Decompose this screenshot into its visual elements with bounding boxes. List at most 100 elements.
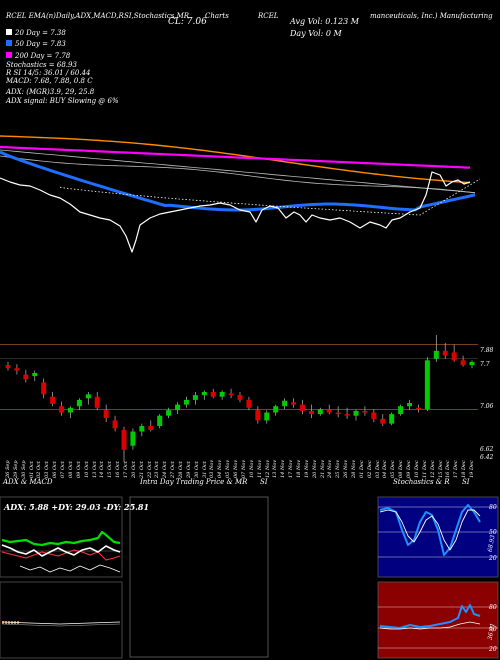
ema100-line <box>0 135 471 184</box>
date-tick-label: 12 Nov <box>264 459 271 478</box>
candle-body-7 <box>67 407 73 413</box>
intraday-panel <box>129 496 269 658</box>
date-tick-label: 17 Oct <box>122 461 129 478</box>
ema200-line <box>0 145 471 169</box>
candle-body-2 <box>23 374 29 380</box>
date-tick-label: 19 Nov <box>303 459 310 478</box>
date-tick-label: 03 Oct <box>44 461 51 478</box>
date-tick-label: 29 Oct <box>185 461 192 478</box>
date-tick-label: 03 Dec <box>374 460 381 478</box>
date-tick-label: 09 Dec <box>406 460 413 478</box>
candle-body-25 <box>228 393 234 396</box>
date-tick-label: 21 Oct <box>138 461 145 478</box>
avg-volume-label: Avg Vol: 0.123 M <box>290 17 359 26</box>
candle-body-14 <box>130 431 136 446</box>
date-tick-label: 08 Oct <box>67 461 74 478</box>
date-tick-label: 15 Oct <box>107 461 114 478</box>
date-tick-label: 27 Oct <box>170 461 177 478</box>
chart-title-mid2: Charts <box>205 12 229 20</box>
date-tick-label: 23 Oct <box>154 461 161 478</box>
adx-panel-title: ADX & MACD <box>3 478 53 486</box>
date-tick-label: 22 Oct <box>146 461 153 478</box>
candle-body-26 <box>237 395 243 400</box>
date-tick-label: 31 Oct <box>201 461 208 478</box>
chart-title-mid: SI,Stochastics,MR <box>124 12 190 20</box>
date-tick-label: 16 Oct <box>115 461 122 478</box>
date-tick-label: 18 Nov <box>295 459 302 478</box>
candle-body-40 <box>362 410 368 413</box>
stoch-axis-20: 20 <box>489 555 497 562</box>
candle-body-49 <box>442 350 448 356</box>
candle-body-24 <box>219 391 225 397</box>
candle-body-9 <box>85 394 91 399</box>
close-price-label: CL: 7.06 <box>168 17 207 27</box>
adx-label: ADX: (MGR)3.9, 29, 25.8 <box>6 88 95 96</box>
candle-body-13 <box>121 429 127 450</box>
intraday-panel-title: Intra Day Trading Price & MR <box>140 478 248 486</box>
date-tick-label: 05 Dec <box>390 460 397 478</box>
candle-body-44 <box>398 406 404 415</box>
rsi-panel <box>377 581 499 659</box>
adx-minus-di-line <box>1 549 121 561</box>
stoch-panel-title: Stochastics & R <box>393 478 450 486</box>
candle-body-17 <box>157 415 163 426</box>
stoch-k-line <box>379 504 481 556</box>
candle-body-20 <box>183 399 189 405</box>
date-tick-label: 25 Nov <box>335 459 342 478</box>
price-tick-2: 7.7 <box>480 361 490 368</box>
candle-body-8 <box>76 399 82 407</box>
price-tick-5: 6.42 <box>480 454 494 461</box>
date-tick-label: 28 Oct <box>178 461 185 478</box>
date-tick-label: 11 Dec <box>421 460 428 478</box>
ema50-text: 50 Day = 7.83 <box>15 40 66 48</box>
ema20-text: 20 Day = 7.38 <box>15 29 66 37</box>
date-tick-label: 16 Dec <box>445 460 452 478</box>
candle-body-34 <box>308 410 314 415</box>
candle-body-28 <box>255 410 261 421</box>
date-tick-label: 06 Nov <box>233 459 240 478</box>
candle-body-18 <box>166 410 172 416</box>
chart-title-left: RCEL EMA(n)Daily,ADX,MACD,R <box>6 12 124 20</box>
stoch-panel-si: SI <box>462 478 470 486</box>
macd-panel <box>0 581 123 659</box>
ema-dotted-line <box>59 178 481 216</box>
candle-body-6 <box>59 406 65 413</box>
candle-body-10 <box>94 396 100 408</box>
ema50-line <box>0 150 476 212</box>
candle-body-45 <box>407 403 413 407</box>
date-tick-label: 03 Nov <box>209 459 216 478</box>
price-tick-1: 7.88 <box>480 347 494 354</box>
ema-grey-line-1 <box>0 149 476 194</box>
date-tick-label: 01 Dec <box>358 460 365 478</box>
date-tick-label: 08 Dec <box>398 460 405 478</box>
date-tick-label: 20 Nov <box>311 459 318 478</box>
rsi-axis-20: 20 <box>489 646 497 653</box>
candle-body-12 <box>112 420 118 429</box>
candle-body-37 <box>335 412 341 415</box>
date-tick-label: 01 Oct <box>28 461 35 478</box>
rsi-line <box>379 604 481 629</box>
date-tick-label: 20 Oct <box>130 461 137 478</box>
candle-body-15 <box>139 425 145 432</box>
candle-body-4 <box>41 382 47 395</box>
candle-body-5 <box>50 396 56 404</box>
price-tick-3: 7.06 <box>480 403 494 410</box>
candle-body-16 <box>148 425 154 430</box>
candle-body-50 <box>451 352 457 361</box>
price-tick-4: 6.62 <box>480 446 494 453</box>
date-tick-label: 13 Nov <box>272 459 279 478</box>
candle-body-39 <box>353 410 359 416</box>
date-tick-label: 07 Oct <box>60 461 67 478</box>
date-tick-label: 17 Nov <box>288 459 295 478</box>
chart-ticker: RCEL <box>258 12 279 20</box>
date-tick-label: 10 Nov <box>248 459 255 478</box>
date-tick-label: 30 Oct <box>193 461 200 478</box>
candle-body-48 <box>433 350 439 359</box>
date-tick-label: 06 Oct <box>52 461 59 478</box>
candle-body-51 <box>460 360 466 366</box>
intraday-panel-si: SI <box>260 478 268 486</box>
candle-body-47 <box>424 360 430 410</box>
candle-body-3 <box>32 372 38 377</box>
date-tick-label: 24 Nov <box>327 459 334 478</box>
